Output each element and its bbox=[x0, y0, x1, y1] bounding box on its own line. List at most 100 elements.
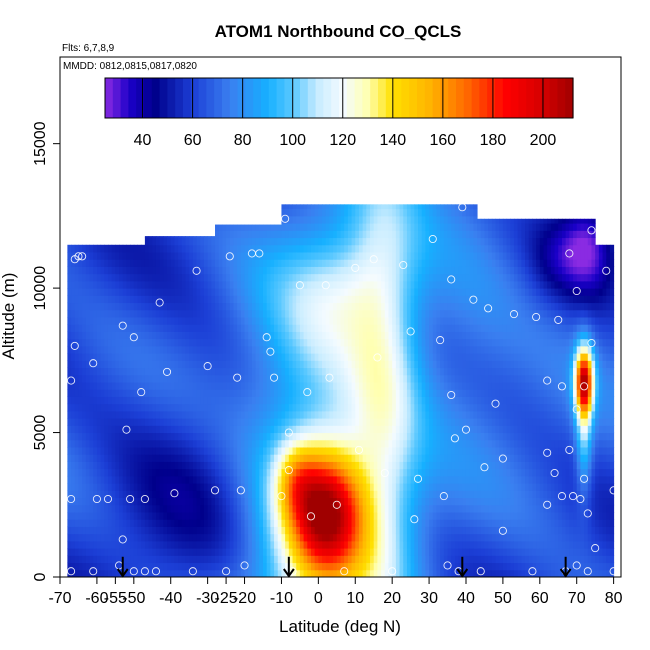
field-cell bbox=[410, 360, 415, 369]
field-cell bbox=[292, 237, 297, 246]
field-cell bbox=[307, 562, 312, 571]
field-cell bbox=[189, 447, 194, 455]
field-cell bbox=[262, 331, 268, 340]
field-cell bbox=[347, 353, 353, 361]
field-cell bbox=[130, 396, 135, 405]
field-cell bbox=[71, 295, 76, 304]
field-cell bbox=[200, 562, 205, 571]
field-cell bbox=[281, 259, 286, 267]
field-cell bbox=[229, 410, 234, 419]
field-cell bbox=[373, 374, 378, 383]
field-cell bbox=[270, 425, 275, 434]
field-cell bbox=[266, 504, 271, 513]
field-cell bbox=[296, 230, 301, 239]
field-cell bbox=[237, 360, 242, 369]
field-cell bbox=[370, 266, 375, 275]
field-cell bbox=[392, 396, 397, 405]
field-cell bbox=[373, 403, 378, 412]
field-cell bbox=[255, 331, 260, 340]
field-cell bbox=[377, 497, 382, 506]
field-cell bbox=[96, 497, 102, 506]
field-cell bbox=[185, 490, 190, 499]
field-cell bbox=[159, 447, 164, 455]
field-cell bbox=[251, 389, 257, 397]
field-cell bbox=[255, 259, 260, 267]
field-cell bbox=[133, 353, 139, 361]
field-cell bbox=[74, 374, 79, 383]
field-cell bbox=[74, 259, 79, 267]
field-cell bbox=[314, 410, 319, 419]
field-cell bbox=[248, 497, 253, 506]
field-cell bbox=[347, 432, 353, 441]
field-cell bbox=[281, 309, 286, 318]
field-cell bbox=[163, 562, 168, 571]
field-cell bbox=[307, 295, 312, 304]
field-cell bbox=[233, 374, 238, 383]
field-cell bbox=[274, 490, 279, 499]
field-cell bbox=[189, 526, 194, 535]
field-cell bbox=[414, 483, 419, 491]
field-cell bbox=[107, 389, 113, 397]
field-cell bbox=[270, 396, 275, 405]
field-cell bbox=[126, 295, 131, 304]
field-cell bbox=[229, 382, 234, 390]
field-cell bbox=[203, 331, 209, 340]
field-cell bbox=[167, 236, 172, 239]
field-cell bbox=[277, 360, 282, 369]
field-cell bbox=[366, 374, 371, 383]
field-cell bbox=[358, 526, 364, 535]
field-cell bbox=[414, 569, 419, 577]
field-cell bbox=[178, 374, 183, 383]
field-cell bbox=[370, 447, 375, 455]
field-cell bbox=[381, 396, 386, 405]
field-cell bbox=[259, 259, 264, 267]
field-cell bbox=[347, 403, 353, 412]
field-cell bbox=[237, 389, 242, 397]
field-cell bbox=[384, 410, 389, 419]
field-cell bbox=[218, 237, 223, 246]
field-cell bbox=[370, 288, 375, 296]
field-cell bbox=[181, 447, 186, 455]
field-cell bbox=[244, 504, 249, 513]
field-cell bbox=[207, 382, 212, 390]
field-cell bbox=[89, 317, 94, 325]
field-cell bbox=[170, 302, 175, 311]
field-cell bbox=[344, 447, 349, 455]
field-cell bbox=[189, 389, 194, 397]
field-cell bbox=[288, 237, 294, 246]
field-cell bbox=[307, 204, 312, 210]
field-cell bbox=[325, 302, 330, 311]
field-cell bbox=[425, 432, 430, 441]
field-cell bbox=[237, 273, 242, 282]
field-cell bbox=[421, 447, 426, 455]
field-cell bbox=[89, 425, 94, 434]
field-cell bbox=[78, 353, 83, 361]
field-cell bbox=[425, 526, 430, 535]
field-cell bbox=[418, 324, 423, 332]
field-cell bbox=[429, 403, 434, 412]
field-cell bbox=[248, 475, 253, 484]
field-cell bbox=[203, 324, 209, 332]
field-cell bbox=[170, 540, 175, 549]
field-cell bbox=[130, 302, 135, 311]
field-cell bbox=[366, 410, 371, 419]
field-cell bbox=[429, 208, 434, 217]
field-cell bbox=[100, 569, 105, 577]
field-cell bbox=[207, 439, 212, 448]
field-cell bbox=[104, 483, 109, 491]
field-cell bbox=[200, 418, 205, 426]
field-cell bbox=[96, 533, 102, 542]
field-cell bbox=[277, 338, 282, 347]
field-cell bbox=[347, 367, 353, 376]
field-cell bbox=[181, 512, 186, 520]
field-cell bbox=[277, 353, 282, 361]
field-cell bbox=[111, 353, 116, 361]
field-cell bbox=[237, 280, 242, 289]
field-cell bbox=[355, 382, 360, 390]
field-cell bbox=[307, 475, 312, 484]
field-cell bbox=[432, 204, 437, 210]
field-cell bbox=[192, 425, 198, 434]
field-cell bbox=[373, 338, 378, 347]
field-cell bbox=[67, 512, 72, 520]
field-cell bbox=[240, 331, 246, 340]
